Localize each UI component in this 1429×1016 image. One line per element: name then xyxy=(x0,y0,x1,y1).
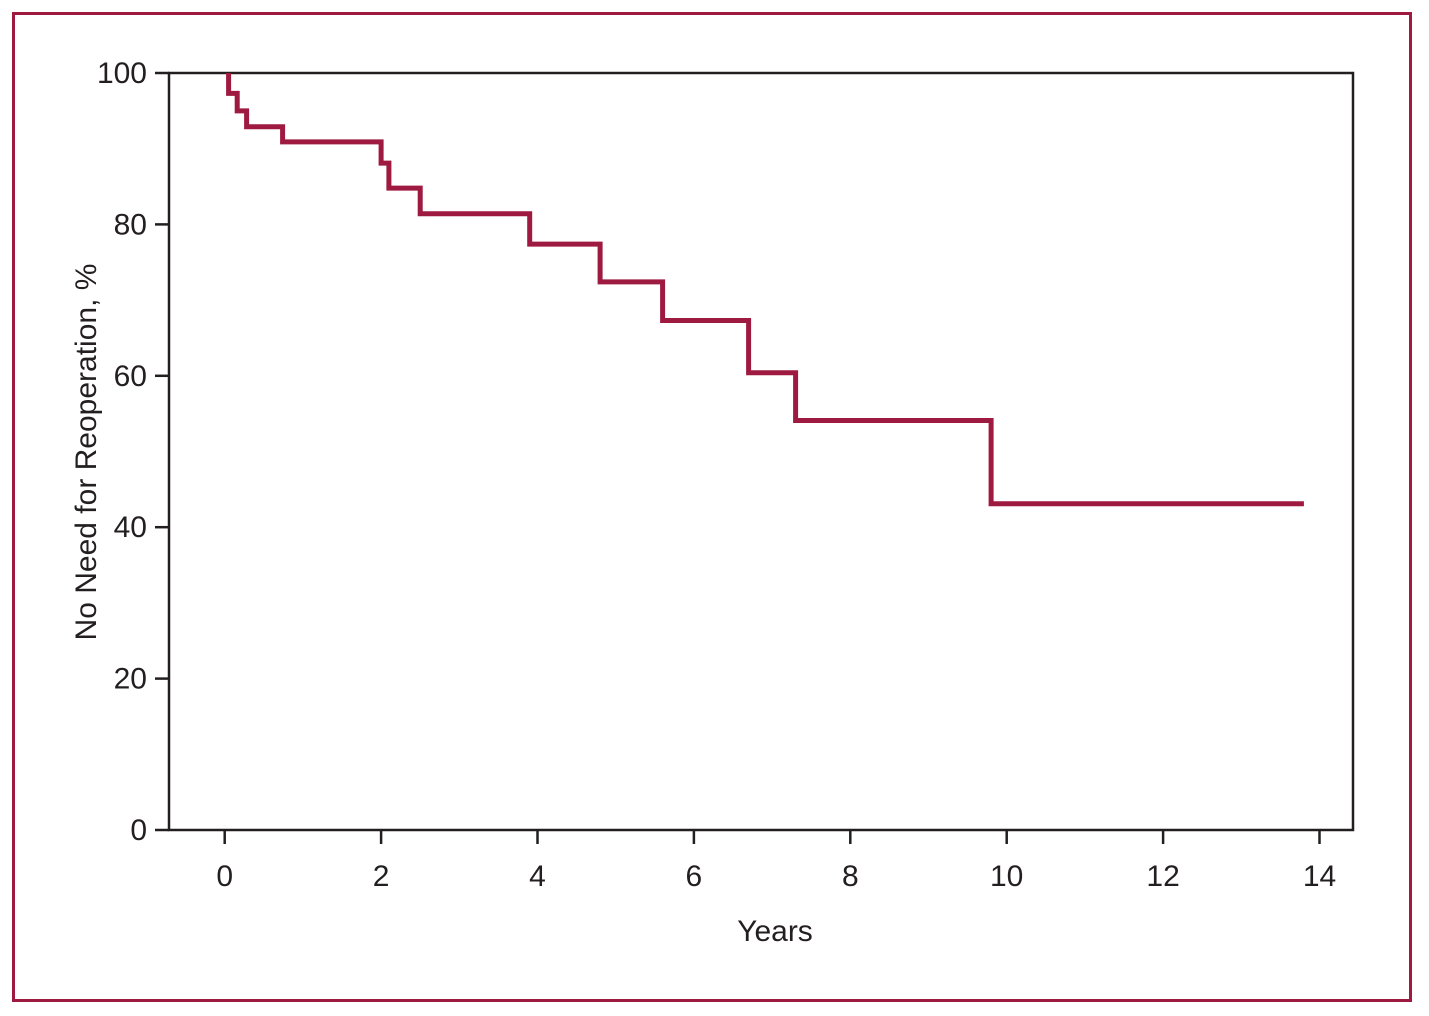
x-tick-label-8: 8 xyxy=(842,860,859,893)
y-tick-label-80: 80 xyxy=(114,208,147,241)
y-tick-label-40: 40 xyxy=(114,511,147,544)
y-tick-label-20: 20 xyxy=(114,663,147,696)
y-tick-label-60: 60 xyxy=(114,360,147,393)
x-tick-label-6: 6 xyxy=(686,860,703,893)
plot-frame xyxy=(167,71,1355,832)
y-tick-label-0: 0 xyxy=(130,814,147,847)
x-tick-label-2: 2 xyxy=(373,860,390,893)
x-tick-label-10: 10 xyxy=(990,860,1023,893)
x-tick-label-14: 14 xyxy=(1303,860,1336,893)
x-tick-label-4: 4 xyxy=(529,860,546,893)
x-axis-title: Years xyxy=(737,915,813,948)
x-tick-label-0: 0 xyxy=(216,860,233,893)
y-axis-title: No Need for Reoperation, % xyxy=(70,263,103,641)
y-tick-label-100: 100 xyxy=(97,57,147,90)
x-tick-label-12: 12 xyxy=(1146,860,1179,893)
survival-curve xyxy=(226,73,1304,507)
